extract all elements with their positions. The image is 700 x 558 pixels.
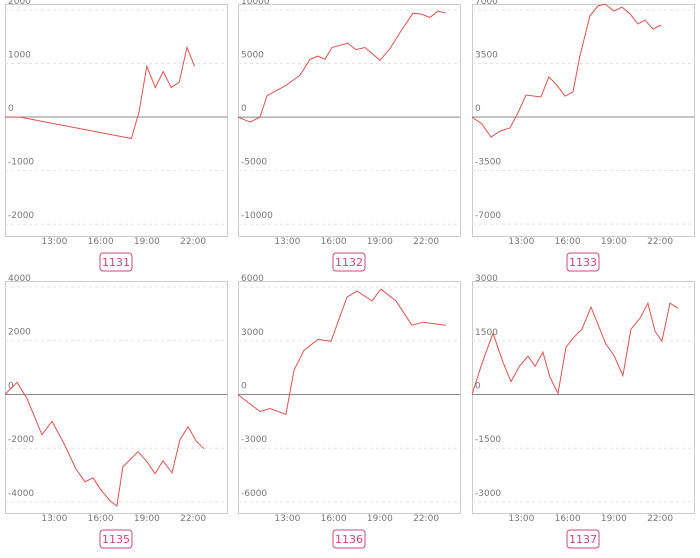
x-tick-label: 16:00 <box>88 237 114 247</box>
y-tick-label: 0 <box>241 104 247 114</box>
y-tick-label: -10000 <box>241 211 273 221</box>
y-tick-label: 2000 <box>8 328 31 338</box>
line <box>471 301 679 395</box>
chart-tag <box>566 529 600 549</box>
x-tick-label: 13:00 <box>41 237 67 247</box>
x-tick-label: 16:00 <box>555 237 581 247</box>
y-tick-label: -4000 <box>8 489 34 499</box>
x-tick-label: 16:00 <box>321 514 347 524</box>
y-tick-label: 1000 <box>8 50 31 60</box>
x-tick-label: 13:00 <box>508 237 534 247</box>
x-tick-label: 13:00 <box>274 237 300 247</box>
chart-tag <box>566 252 600 272</box>
line <box>4 381 205 507</box>
plot-frame <box>5 281 228 514</box>
y-tick-label: -3500 <box>475 158 501 168</box>
x-tick-label: 13:00 <box>274 514 300 524</box>
x-tick-label: 22:00 <box>413 237 439 247</box>
y-tick-label: -7000 <box>475 211 501 221</box>
y-tick-label: 3000 <box>475 274 498 284</box>
y-tick-label: -2000 <box>8 435 34 445</box>
y-tick-label: 7000 <box>475 0 498 7</box>
y-tick-label: -1000 <box>8 158 34 168</box>
y-tick-label: 0 <box>8 104 14 114</box>
y-tick-label: -2000 <box>8 211 34 221</box>
line <box>237 10 447 123</box>
plot-frame <box>238 281 461 514</box>
line <box>237 288 447 416</box>
line <box>5 45 196 140</box>
y-tick-label: -3000 <box>241 435 267 445</box>
chart-tag <box>332 252 366 272</box>
y-tick-label: 1500 <box>475 328 498 338</box>
x-tick-label: 22:00 <box>180 237 206 247</box>
chart-tag <box>99 529 133 549</box>
x-tick-label: 22:00 <box>647 514 673 524</box>
y-tick-label: 6000 <box>241 274 264 284</box>
plot-frame <box>238 4 461 237</box>
x-tick-label: 19:00 <box>601 514 627 524</box>
x-tick-label: 19:00 <box>367 237 393 247</box>
y-tick-label: -5000 <box>241 158 267 168</box>
x-tick-label: 16:00 <box>555 514 581 524</box>
x-tick-label: 19:00 <box>134 237 160 247</box>
y-tick-label: 4000 <box>8 274 31 284</box>
plot-frame <box>5 4 228 237</box>
y-tick-label: 2000 <box>8 0 31 7</box>
y-tick-label: 0 <box>475 381 481 391</box>
x-tick-label: 19:00 <box>601 237 627 247</box>
chart-title: 1135 <box>102 533 130 546</box>
y-tick-label: 0 <box>241 381 247 391</box>
chart-title: 1133 <box>569 256 597 269</box>
y-tick-label: -1500 <box>475 435 501 445</box>
y-tick-label: 3000 <box>241 328 264 338</box>
plot-frame <box>472 281 695 514</box>
x-tick-label: 16:00 <box>321 237 347 247</box>
x-tick-label: 16:00 <box>88 514 114 524</box>
y-tick-label: -6000 <box>241 489 267 499</box>
chart-title: 1136 <box>335 533 363 546</box>
x-tick-label: 13:00 <box>508 514 534 524</box>
x-tick-label: 19:00 <box>367 514 393 524</box>
y-tick-label: 10000 <box>241 0 270 7</box>
y-tick-label: 0 <box>475 104 481 114</box>
line <box>471 3 662 138</box>
x-tick-label: 22:00 <box>413 514 439 524</box>
y-tick-label: -3000 <box>475 489 501 499</box>
y-tick-label: 0 <box>8 381 14 391</box>
y-tick-label: 3500 <box>475 50 498 60</box>
y-tick-label: 5000 <box>241 51 264 61</box>
chart-tag <box>332 529 366 549</box>
x-tick-label: 22:00 <box>180 514 206 524</box>
chart-title: 1132 <box>335 256 363 269</box>
chart-title: 1137 <box>569 533 597 546</box>
chart-title: 1131 <box>102 256 130 269</box>
chart-tag <box>99 252 133 272</box>
x-tick-label: 19:00 <box>134 514 160 524</box>
x-tick-label: 13:00 <box>41 514 67 524</box>
x-tick-label: 22:00 <box>647 237 673 247</box>
plot-frame <box>472 4 695 237</box>
